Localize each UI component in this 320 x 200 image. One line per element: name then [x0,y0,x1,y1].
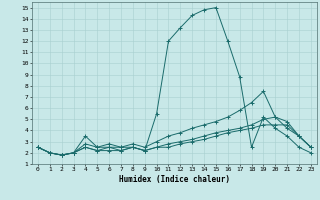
X-axis label: Humidex (Indice chaleur): Humidex (Indice chaleur) [119,175,230,184]
